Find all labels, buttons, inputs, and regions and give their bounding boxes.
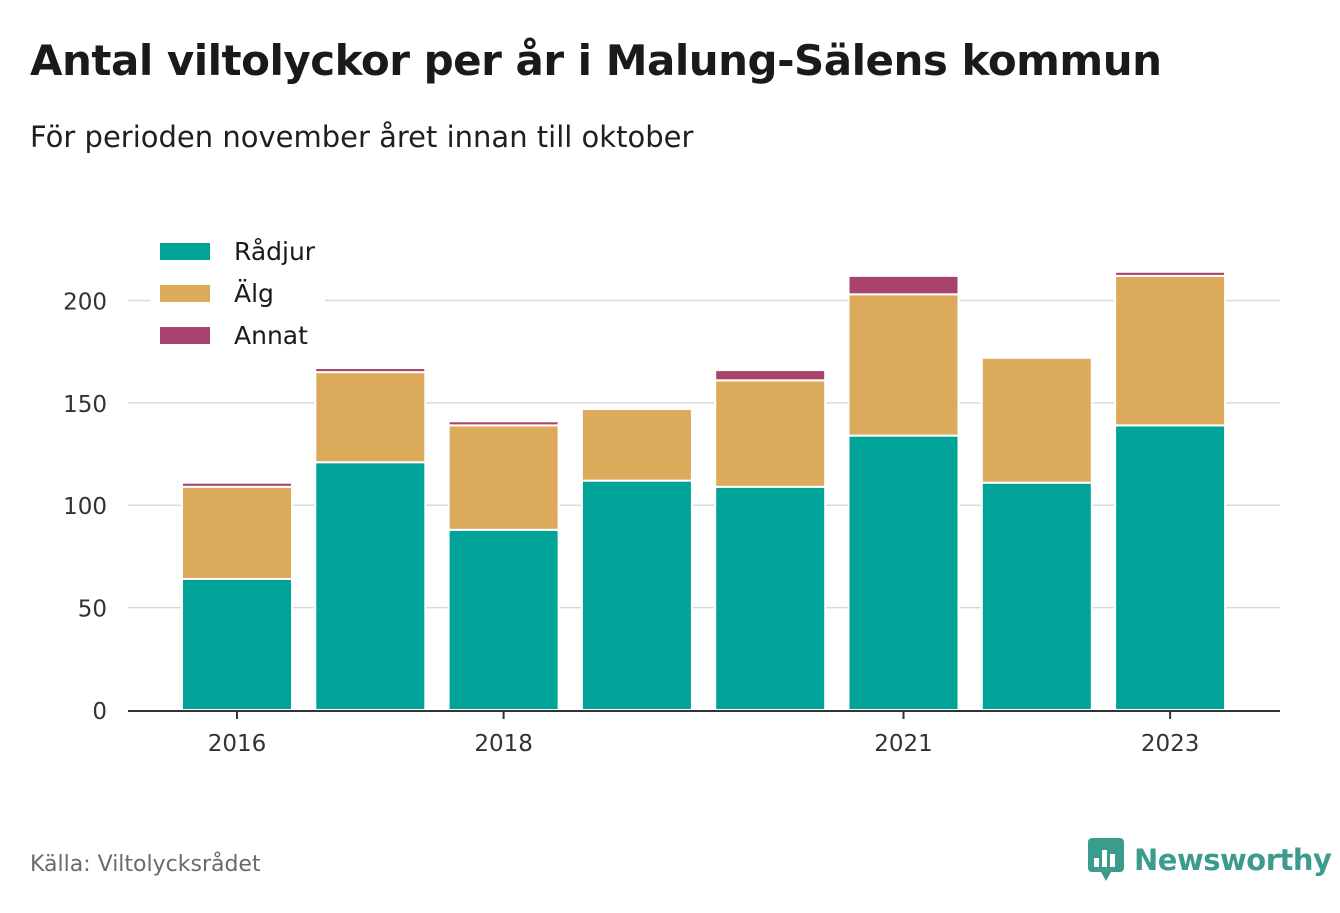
y-tick-label: 150 xyxy=(63,392,107,418)
source-note: Källa: Viltolycksrådet xyxy=(30,852,261,877)
legend-label-alg: Älg xyxy=(234,278,274,308)
bar-segment xyxy=(714,379,827,488)
y-tick-label: 200 xyxy=(63,289,107,315)
brand-name: Newsworthy xyxy=(1134,843,1332,877)
newsworthy-logo-icon xyxy=(1088,838,1124,881)
y-tick-label: 50 xyxy=(78,597,107,623)
bar-segment xyxy=(580,479,693,711)
bar-segment xyxy=(847,434,960,711)
x-tick-label: 2021 xyxy=(874,731,933,757)
legend-item-radjur: Rådjur xyxy=(160,230,315,272)
bar-segment xyxy=(714,369,827,382)
bar-segment xyxy=(580,407,693,482)
chart-subtitle: För perioden november året innan till ok… xyxy=(30,120,694,154)
legend-swatch-annat xyxy=(160,326,210,344)
bar-segment xyxy=(447,420,560,427)
bar-segment xyxy=(1114,274,1227,427)
y-tick-label: 0 xyxy=(92,699,107,725)
bar-segment xyxy=(314,371,427,464)
x-tick-label: 2018 xyxy=(474,731,533,757)
legend-swatch-radjur xyxy=(160,242,210,260)
bar-segment xyxy=(181,481,293,488)
bar-segment xyxy=(847,274,960,296)
legend-label-annat: Annat xyxy=(234,320,308,350)
bar-segment xyxy=(980,356,1093,484)
bar-segment xyxy=(714,485,827,711)
bar-segment xyxy=(181,577,293,711)
bar-segment xyxy=(314,367,427,374)
bar-segment xyxy=(181,485,293,580)
x-tick-label: 2023 xyxy=(1141,731,1200,757)
brand-logo[interactable]: Newsworthy xyxy=(1088,838,1332,882)
chart-title: Antal viltolyckor per år i Malung-Sälens… xyxy=(30,36,1162,85)
bar-segment xyxy=(980,481,1093,711)
bar-segment xyxy=(1114,270,1227,277)
legend-label-radjur: Rådjur xyxy=(234,236,316,266)
bar-segment xyxy=(1114,424,1227,711)
legend: Rådjur Älg Annat xyxy=(160,230,315,356)
bar-segment xyxy=(447,424,560,531)
bar-segment xyxy=(314,461,427,711)
legend-item-alg: Älg xyxy=(160,272,315,314)
legend-swatch-alg xyxy=(160,284,210,302)
bar-segment xyxy=(847,293,960,437)
y-tick-label: 100 xyxy=(63,494,107,520)
x-tick-label: 2016 xyxy=(208,731,267,757)
bar-segment xyxy=(447,528,560,711)
legend-item-annat: Annat xyxy=(160,314,315,356)
